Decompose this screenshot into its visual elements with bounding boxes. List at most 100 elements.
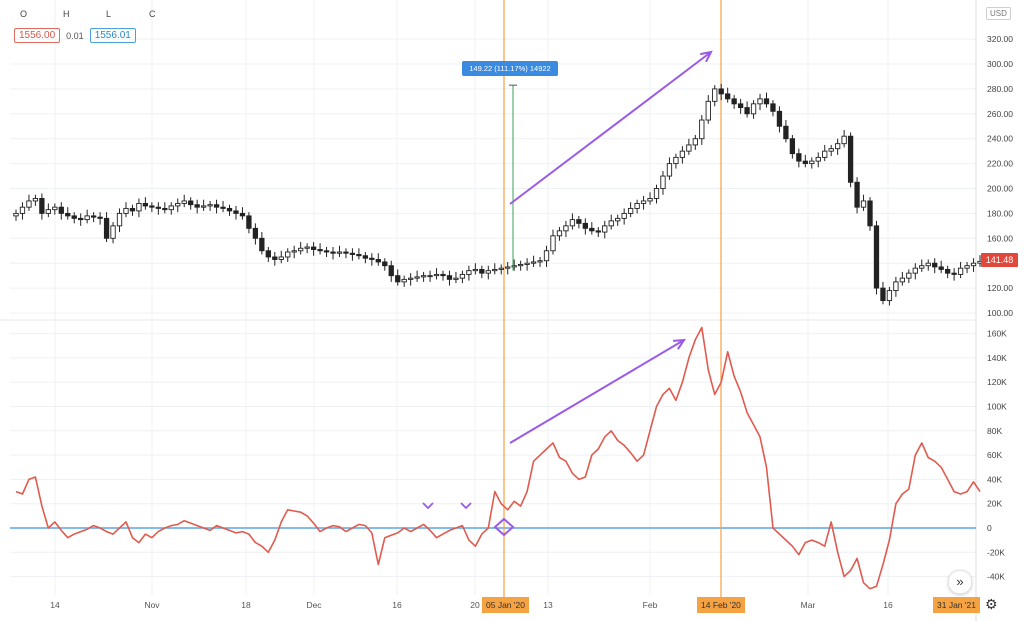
price-tick-label: 200.00	[987, 184, 1013, 194]
indicator-tick-label: 100K	[987, 402, 1007, 412]
gear-icon[interactable]: ⚙	[985, 596, 998, 612]
indicator-tick-label: 40K	[987, 474, 1002, 484]
time-tick-label: Feb	[643, 600, 658, 610]
measure-tool[interactable]	[509, 84, 517, 271]
indicator-line	[15, 326, 981, 590]
candle-up	[537, 260, 543, 263]
candle-up	[175, 202, 181, 207]
candle-down	[265, 250, 271, 258]
candle-down	[763, 98, 770, 105]
candle-down	[479, 268, 485, 274]
candle-up	[841, 135, 847, 145]
candle-up	[835, 143, 841, 150]
price-tick-label: 220.00	[987, 159, 1013, 169]
candle-up	[556, 230, 563, 237]
candle-up	[168, 205, 174, 211]
trend-arrow-line	[509, 51, 712, 205]
candle-down	[343, 251, 349, 254]
candle-up	[336, 251, 343, 254]
candle-up	[666, 163, 673, 177]
candle-down	[395, 275, 401, 283]
candle-down	[239, 212, 246, 217]
high-label: H	[63, 9, 70, 19]
price-candles	[13, 83, 983, 306]
candle-down	[770, 103, 776, 112]
indicator-tick-label: 140K	[987, 353, 1007, 363]
candle-up	[517, 263, 524, 267]
indicator-tick-label: 160K	[987, 329, 1007, 339]
candle-down	[744, 107, 750, 115]
price-tick-label: 320.00	[987, 34, 1013, 44]
candle-down	[213, 204, 220, 208]
candle-up	[414, 276, 420, 279]
quote-values: 1556.00 0.01 1556.01	[14, 28, 136, 43]
candle-down	[149, 205, 155, 208]
crossing-marker	[493, 517, 515, 537]
candle-down	[71, 215, 77, 219]
candle-up	[136, 202, 142, 212]
indicator-tick-label: 80K	[987, 426, 1002, 436]
close-label: C	[149, 9, 156, 19]
candle-down	[382, 261, 388, 267]
candle-up	[511, 265, 517, 268]
candle-up	[608, 220, 614, 227]
buy-price[interactable]: 1556.01	[89, 28, 136, 43]
candle-down	[188, 200, 194, 206]
indicator-tick-label: 20K	[987, 499, 1002, 509]
low-label: L	[106, 9, 112, 19]
candle-down	[103, 217, 110, 239]
candle-down	[194, 204, 200, 208]
candle-up	[472, 268, 479, 272]
candle-up	[505, 266, 511, 269]
candle-up	[627, 207, 634, 214]
candle-down	[737, 103, 744, 109]
candle-down	[446, 275, 453, 280]
candle-down	[58, 206, 64, 214]
candle-up	[543, 250, 550, 262]
candle-down	[317, 249, 323, 252]
candle-up	[615, 217, 621, 222]
currency-badge[interactable]: USD	[986, 7, 1011, 20]
time-axis[interactable]: 14 Nov 18 Dec 16 20 13 Feb Mar 16	[50, 600, 893, 610]
candle-up	[822, 150, 828, 158]
candle-down	[362, 255, 369, 259]
candle-up	[304, 246, 310, 249]
candle-up	[26, 200, 32, 208]
candle-down	[595, 230, 601, 233]
candle-up	[957, 267, 964, 275]
candle-down	[718, 88, 724, 95]
candle-down	[776, 110, 783, 127]
candle-up	[420, 275, 427, 278]
candle-up	[712, 88, 718, 102]
candle-up	[919, 265, 925, 269]
ohlc-legend: O H L C	[20, 9, 192, 19]
candle-up	[673, 156, 679, 165]
grid-lines	[0, 0, 977, 621]
candle-up	[19, 206, 26, 214]
candle-up	[123, 207, 129, 214]
price-axis[interactable]: 100.00120.00140.00160.00180.00200.00220.…	[987, 8, 1013, 582]
candle-up	[285, 251, 291, 258]
candle-up	[750, 103, 757, 115]
candle-up	[427, 275, 433, 278]
time-tick-label: Mar	[801, 600, 816, 610]
time-tick-label: 16	[883, 600, 893, 610]
candle-up	[906, 272, 912, 279]
candle-up	[757, 98, 763, 105]
candle-up	[699, 119, 705, 140]
candle-up	[912, 267, 918, 274]
candle-up	[408, 277, 414, 280]
candle-up	[524, 262, 530, 265]
scroll-to-realtime-button[interactable]: »	[948, 570, 972, 594]
candle-down	[162, 207, 168, 211]
candle-up	[401, 278, 407, 283]
candle-up	[705, 100, 711, 121]
candle-down	[39, 198, 45, 214]
candle-down	[142, 202, 149, 207]
trend-arrows[interactable]	[422, 50, 713, 537]
price-tick-label: 180.00	[987, 208, 1013, 218]
candle-up	[563, 225, 569, 232]
sell-price[interactable]: 1556.00	[14, 28, 61, 43]
candle-down	[65, 212, 71, 217]
